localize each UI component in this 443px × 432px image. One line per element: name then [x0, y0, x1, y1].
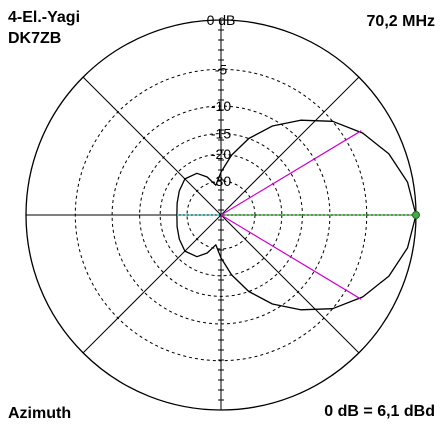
- radial-tick-label: -20: [211, 146, 231, 162]
- max-point-marker: [412, 211, 420, 219]
- radial-tick-labels: 0 dB -5 -10 -15 -20 -30: [207, 12, 236, 189]
- title-line1: 4-El.-Yagi: [8, 9, 80, 26]
- radial-tick-label: -30: [211, 173, 231, 189]
- radial-tick-label: -15: [211, 126, 231, 142]
- beamwidth-line-upper: [220, 130, 362, 216]
- title-line2: DK7ZB: [8, 30, 61, 47]
- radial-tick-label: -5: [215, 61, 228, 77]
- reference-label: 0 dB = 6,1 dBd: [324, 403, 435, 420]
- pattern-series: [176, 119, 420, 311]
- beamwidth-line-lower: [220, 214, 362, 300]
- radial-tick-label: 0 dB: [207, 12, 236, 28]
- frequency-label: 70,2 MHz: [367, 13, 435, 30]
- radial-tick-label: -10: [211, 98, 231, 114]
- mode-label: Azimuth: [8, 405, 71, 422]
